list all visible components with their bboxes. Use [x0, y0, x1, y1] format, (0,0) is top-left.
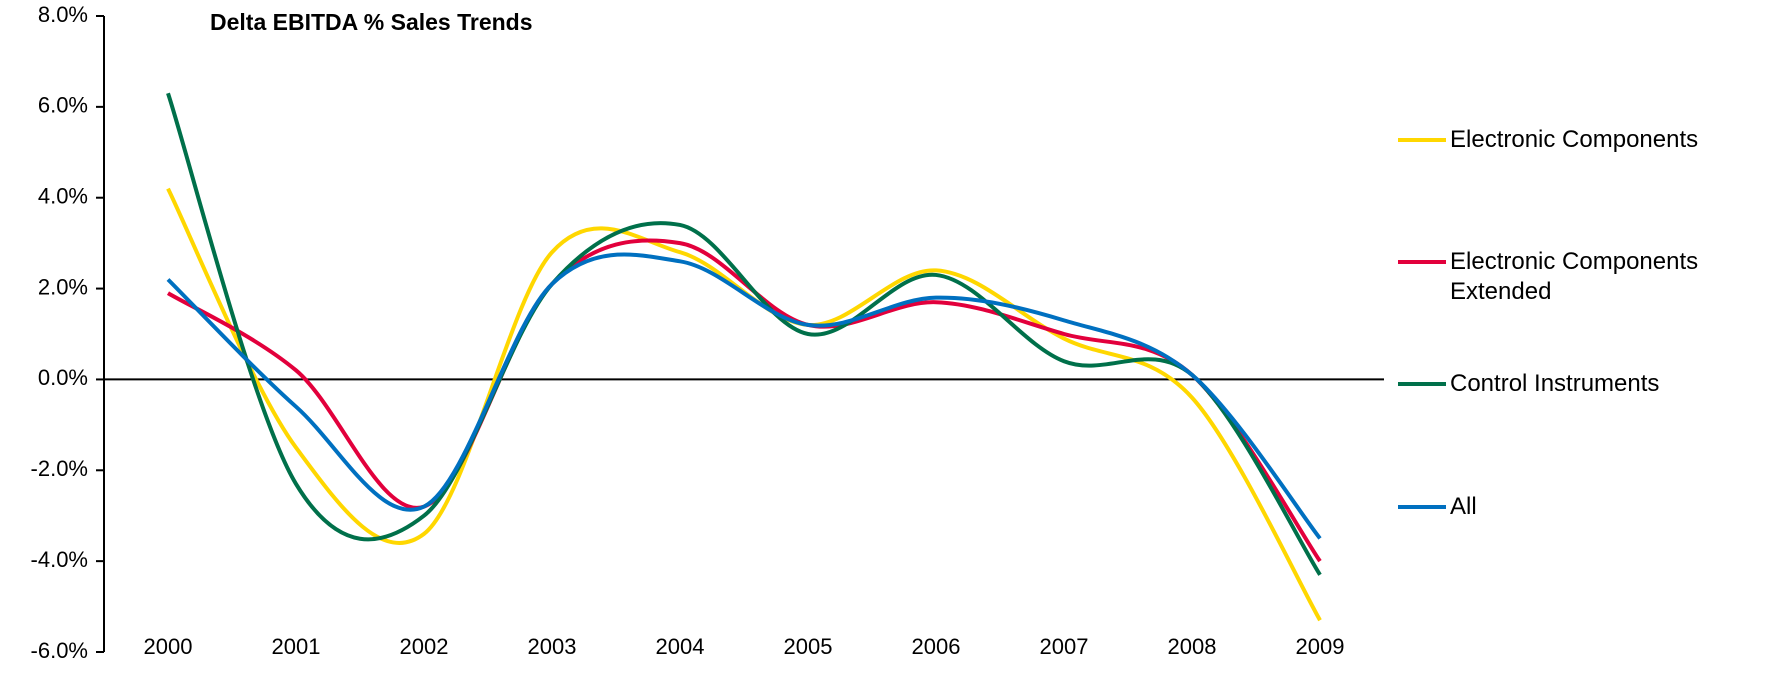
chart-title: Delta EBITDA % Sales Trends — [210, 9, 533, 35]
series-line — [166, 187, 1322, 622]
legend-label: All — [1450, 493, 1477, 520]
x-tick-label: 2002 — [400, 634, 449, 659]
y-tick-label: -2.0% — [31, 456, 88, 481]
y-tick-label: 8.0% — [38, 2, 88, 27]
y-tick-label: 2.0% — [38, 274, 88, 299]
y-tick-label: -6.0% — [31, 638, 88, 663]
series-line — [166, 92, 1322, 576]
x-tick-label: 2009 — [1296, 634, 1345, 659]
x-tick-label: 2004 — [656, 634, 705, 659]
y-tick-label: 0.0% — [38, 365, 88, 390]
x-tick-label: 2000 — [144, 634, 193, 659]
legend-label: Control Instruments — [1450, 370, 1660, 397]
x-tick-label: 2005 — [784, 634, 833, 659]
x-tick-label: 2003 — [528, 634, 577, 659]
x-tick-label: 2007 — [1040, 634, 1089, 659]
x-tick-label: 2008 — [1168, 634, 1217, 659]
legend-label: Electronic Components Extended — [1450, 248, 1699, 305]
legend-label: Electronic Components — [1450, 126, 1699, 153]
series-line — [166, 252, 1322, 540]
y-tick-label: 4.0% — [38, 184, 88, 209]
series-line — [166, 238, 1322, 563]
x-tick-label: 2001 — [272, 634, 321, 659]
y-tick-label: 6.0% — [38, 93, 88, 118]
y-tick-label: -4.0% — [31, 547, 88, 572]
x-tick-label: 2006 — [912, 634, 961, 659]
